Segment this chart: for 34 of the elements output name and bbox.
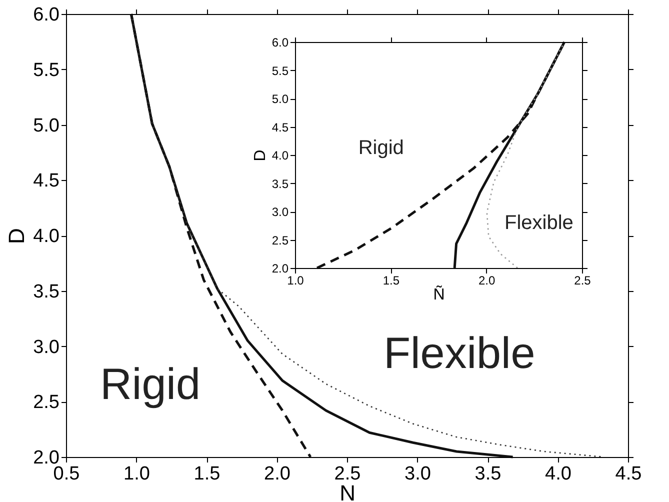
y-tick-label: 5.5 bbox=[33, 60, 60, 81]
x-tick-label: 1.5 bbox=[194, 464, 220, 484]
y-tick-label: 4.5 bbox=[272, 120, 289, 134]
annotation: Flexible bbox=[504, 212, 574, 234]
y-tick-label: 2.5 bbox=[33, 392, 60, 414]
y-axis-title: D bbox=[4, 228, 30, 244]
y-tick-label: 5.0 bbox=[33, 115, 60, 136]
y-tick-label: 2.5 bbox=[272, 233, 289, 248]
y-tick-label: 3.5 bbox=[272, 176, 289, 191]
x-tick-label: 2.0 bbox=[478, 274, 496, 288]
y-tick-label: 2.0 bbox=[272, 262, 289, 276]
y-tick-label: 6.0 bbox=[272, 36, 289, 50]
annotation: Flexible bbox=[384, 329, 536, 378]
x-tick-label: 4.5 bbox=[615, 464, 642, 484]
x-tick-label: 0.5 bbox=[53, 464, 80, 484]
y-tick-label: 3.0 bbox=[272, 205, 289, 219]
x-tick-label: 1.0 bbox=[287, 274, 304, 288]
y-axis-title: D bbox=[252, 150, 269, 162]
y-tick-label: 4.0 bbox=[33, 226, 60, 247]
annotation: Rigid bbox=[358, 137, 404, 160]
x-tick-label: 2.5 bbox=[574, 274, 592, 288]
y-tick-label: 3.0 bbox=[33, 336, 60, 358]
x-tick-label: 1.0 bbox=[124, 464, 150, 484]
annotation: Rigid bbox=[100, 360, 200, 410]
x-tick-label: 1.5 bbox=[382, 274, 400, 288]
x-tick-label: 3.5 bbox=[474, 464, 502, 484]
y-tick-label: 6.0 bbox=[33, 4, 60, 26]
y-tick-label: 4.5 bbox=[33, 170, 60, 192]
y-tick-label: 5.0 bbox=[272, 92, 289, 106]
x-axis-title: Ñ bbox=[433, 284, 445, 304]
y-tick-label: 5.5 bbox=[272, 64, 289, 78]
x-tick-label: 4.0 bbox=[545, 464, 572, 484]
x-tick-label: 3.0 bbox=[404, 464, 431, 484]
y-tick-label: 4.0 bbox=[272, 148, 289, 162]
